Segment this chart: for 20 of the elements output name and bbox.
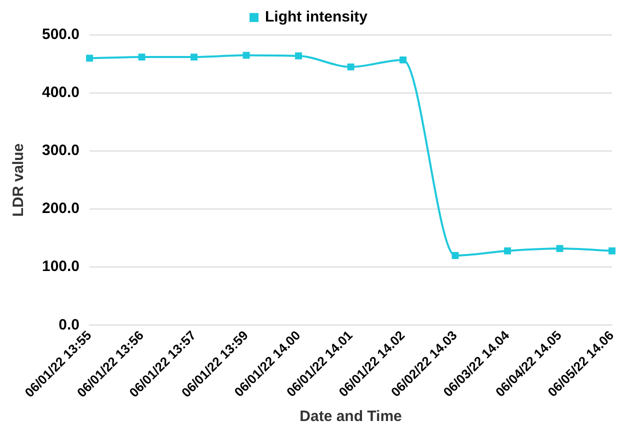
- legend-label: Light intensity: [265, 8, 368, 26]
- point: [347, 63, 354, 70]
- y-tick-label: 300.0: [42, 142, 80, 160]
- x-axis-title: Date and Time: [300, 408, 402, 426]
- point: [295, 52, 302, 60]
- y-tick-label: 100.0: [42, 258, 80, 276]
- point: [242, 52, 250, 59]
- y-tick-label: 500.0: [42, 26, 80, 44]
- point: [400, 56, 406, 64]
- point: [608, 247, 616, 254]
- point: [556, 245, 564, 252]
- y-tick-label: 0.0: [58, 316, 80, 334]
- y-axis-title: LDR value: [10, 143, 28, 217]
- point: [86, 54, 94, 62]
- point: [190, 54, 198, 61]
- y-tick-label: 200.0: [42, 200, 80, 218]
- y-tick-label: 400.0: [42, 84, 80, 102]
- point: [138, 54, 146, 61]
- point: [452, 252, 459, 259]
- point: [504, 247, 511, 254]
